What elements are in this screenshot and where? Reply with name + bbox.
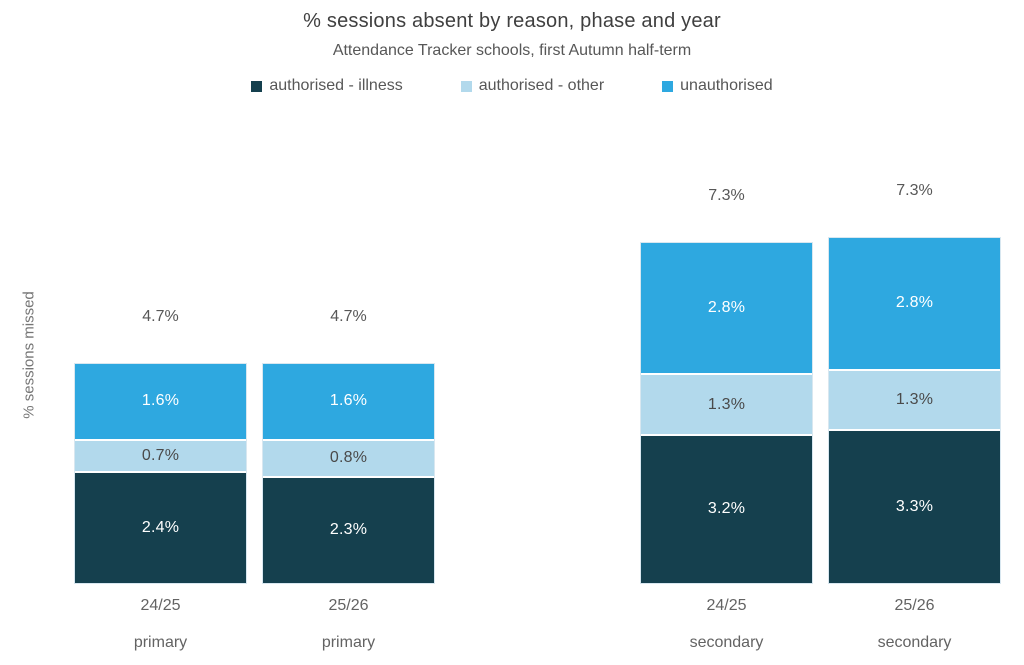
bar-segment-label: 2.8% — [895, 294, 934, 312]
chart-title: % sessions absent by reason, phase and y… — [303, 10, 721, 32]
bar: 2.8% 1.3% 3.2% — [640, 241, 813, 584]
bar-segment: 0.8% — [263, 438, 434, 476]
bar-segment: 1.3% — [641, 373, 812, 434]
legend-label: unauthorised — [680, 77, 773, 94]
legend-swatch-authorised-other — [460, 80, 472, 92]
bar-segment: 2.3% — [263, 475, 434, 583]
bar-segment: 2.8% — [641, 242, 812, 374]
legend-item-authorised-other: authorised - other — [460, 77, 605, 95]
bar-segment: 1.6% — [263, 363, 434, 439]
bar-segment-label: 0.8% — [329, 449, 368, 467]
bar-segment: 3.2% — [641, 433, 812, 583]
bar-segment-label: 0.7% — [141, 446, 180, 464]
x-tick-phase: primary — [133, 634, 188, 651]
legend-label: authorised - other — [478, 77, 605, 94]
x-tick-year: 25/26 — [894, 597, 935, 614]
legend-item-authorised-illness: authorised - illness — [251, 77, 403, 95]
bar-segment: 3.3% — [829, 429, 1000, 583]
bar-segment-label: 1.3% — [895, 390, 934, 408]
bar-segment-label: 2.3% — [329, 521, 368, 539]
bar-segment-label: 1.3% — [707, 395, 746, 413]
bar-total-label: 4.7% — [330, 307, 367, 325]
x-tick-phase: primary — [321, 634, 376, 651]
bar-segment-label: 1.6% — [141, 392, 180, 410]
legend: authorised - illness authorised - other … — [0, 77, 1024, 95]
x-tick-year: 25/26 — [328, 597, 369, 614]
bar: 2.8% 1.3% 3.3% — [828, 237, 1001, 584]
bar: 1.6% 0.8% 2.3% — [262, 362, 435, 584]
bar: 1.6% 0.7% 2.4% — [74, 362, 247, 584]
bar-segment: 1.3% — [829, 368, 1000, 430]
bar-segment: 2.4% — [75, 471, 246, 583]
legend-label: authorised - illness — [269, 77, 403, 94]
legend-swatch-authorised-illness — [251, 80, 263, 92]
bar-total-label: 7.3% — [708, 186, 745, 204]
x-tick-phase: secondary — [877, 634, 952, 651]
bar-total-label: 7.3% — [896, 182, 933, 200]
bar-segment-label: 1.6% — [329, 392, 368, 410]
legend-swatch-unauthorised — [662, 80, 674, 92]
bar-total-label: 4.7% — [142, 307, 179, 325]
bar-segment: 2.8% — [829, 238, 1000, 369]
bar-segment-label: 2.4% — [141, 519, 180, 537]
bar-segment-label: 3.2% — [707, 500, 746, 518]
chart-subtitle: Attendance Tracker schools, first Autumn… — [332, 42, 692, 59]
bar-segment: 0.7% — [75, 438, 246, 472]
legend-item-unauthorised: unauthorised — [662, 77, 773, 95]
x-tick-year: 24/25 — [140, 597, 181, 614]
x-tick-year: 24/25 — [706, 597, 747, 614]
bar-segment-label: 3.3% — [895, 498, 934, 516]
x-tick-phase: secondary — [689, 634, 764, 651]
bar-segment: 1.6% — [75, 363, 246, 439]
bar-segment-label: 2.8% — [707, 299, 746, 317]
